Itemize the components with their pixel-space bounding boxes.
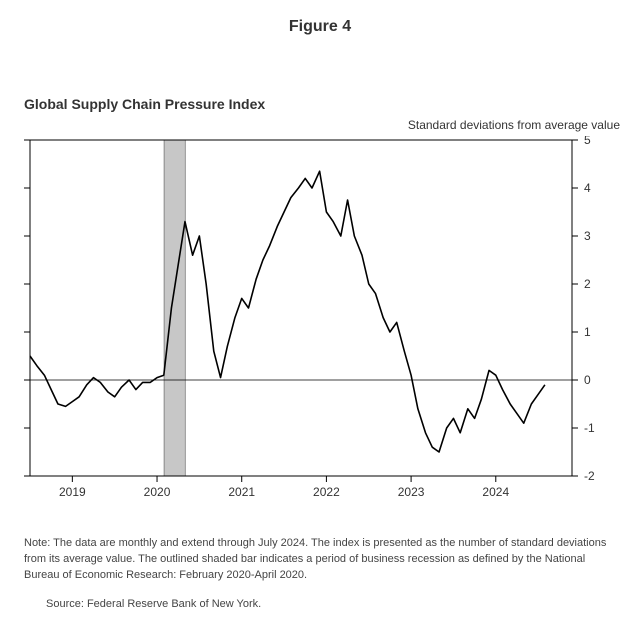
- y-tick-label: 2: [584, 277, 591, 291]
- figure-container: { "figure_label": "Figure 4", "chart": {…: [0, 0, 640, 636]
- y-tick-label: 1: [584, 325, 591, 339]
- x-tick-label: 2020: [144, 485, 171, 499]
- chart-title: Global Supply Chain Pressure Index: [24, 96, 265, 112]
- y-tick-label: 0: [584, 373, 591, 387]
- chart-area: -2 -1 0 1 2 3 4 5 2019 2020 2021 2022 2023 2024: [24, 136, 618, 506]
- y-tick-label: 4: [584, 181, 591, 195]
- x-tick-label: 2021: [228, 485, 255, 499]
- chart-source: Source: Federal Reserve Bank of New York…: [46, 598, 261, 610]
- y-tick-label: -1: [584, 421, 595, 435]
- x-tick-label: 2024: [482, 485, 509, 499]
- recession-band: [164, 140, 185, 476]
- plot-border: [30, 140, 572, 476]
- y-tick-label: 5: [584, 136, 591, 147]
- gscpi-line: [30, 171, 545, 452]
- line-chart-svg: -2 -1 0 1 2 3 4 5 2019 2020 2021 2022 2023 2024: [24, 136, 618, 506]
- y-tick-label: -2: [584, 469, 595, 483]
- chart-note: Note: The data are monthly and extend th…: [24, 536, 618, 584]
- x-tick-label: 2019: [59, 485, 86, 499]
- y-axis-title: Standard deviations from average value: [408, 118, 620, 132]
- x-tick-label: 2022: [313, 485, 340, 499]
- x-tick-label: 2023: [398, 485, 425, 499]
- figure-number: Figure 4: [0, 0, 640, 36]
- y-tick-label: 3: [584, 229, 591, 243]
